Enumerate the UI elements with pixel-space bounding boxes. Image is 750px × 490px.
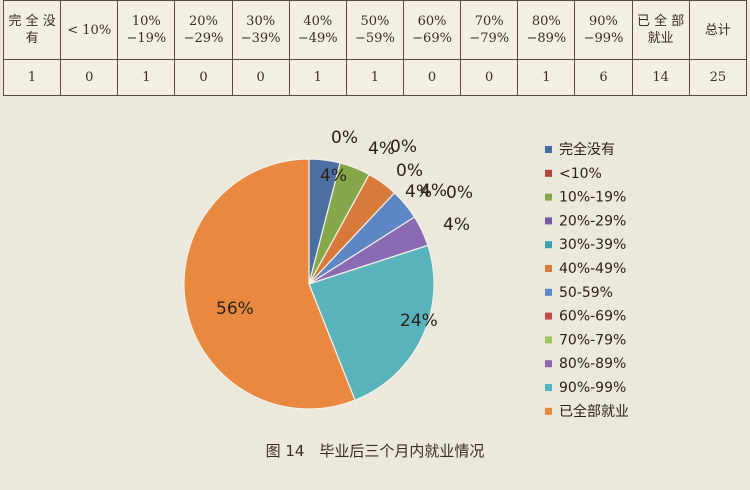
legend-swatch bbox=[545, 312, 552, 320]
legend-label: 90%-99% bbox=[559, 380, 626, 396]
pie-percent-label: 4% bbox=[320, 166, 347, 186]
table-header-cell: 30%−39% bbox=[231, 0, 290, 60]
legend-label: 80%-89% bbox=[559, 356, 626, 372]
table-header-cell: 20%−29% bbox=[174, 0, 233, 60]
legend-swatch bbox=[545, 146, 552, 153]
table-header-cell: 10%−19% bbox=[117, 0, 176, 60]
table-value-cell: 14 bbox=[631, 59, 690, 96]
table-value-cell: 1 bbox=[2, 59, 62, 96]
legend-swatch bbox=[545, 407, 552, 415]
pie-percent-label: 4% bbox=[405, 182, 432, 202]
legend-label: 已全部就业 bbox=[559, 403, 629, 420]
table-value-cell: 0 bbox=[402, 59, 462, 96]
figure-caption: 图 14 毕业后三个月内就业情况 bbox=[265, 442, 485, 460]
pie-percent-label: 0% bbox=[396, 161, 423, 181]
table-header-cell: 90%−99% bbox=[574, 0, 633, 60]
legend-swatch bbox=[545, 288, 552, 296]
legend-swatch bbox=[545, 169, 552, 177]
legend-swatch bbox=[545, 384, 552, 391]
table-value-cell: 0 bbox=[174, 59, 233, 96]
pie-percent-label: 0% bbox=[331, 128, 358, 148]
table-header-cell: 80%−89% bbox=[517, 0, 576, 60]
employment-table: 完 全 没有 < 10% 10%−19% 20%−29% 30%−39% 40%… bbox=[2, 0, 748, 96]
legend-swatch bbox=[545, 336, 552, 344]
pie-percent-label: 4% bbox=[443, 215, 470, 235]
legend-label: <10% bbox=[559, 166, 602, 182]
table-value-cell: 0 bbox=[60, 59, 119, 96]
legend-label: 20%-29% bbox=[559, 213, 626, 229]
table-value-cell: 1 bbox=[345, 59, 404, 96]
table-header-cell: 70%−79% bbox=[460, 0, 519, 60]
table-value-cell: 6 bbox=[574, 59, 633, 96]
legend-swatch bbox=[545, 241, 552, 249]
table-header-cell: 总计 bbox=[688, 0, 748, 60]
table-value-cell: 25 bbox=[688, 59, 748, 96]
pie-chart: 4%0%4%0%0%4%4% 0%4%24%56%完全没有<10%10%-19%2… bbox=[183, 128, 629, 420]
pie-percent-label: 24% bbox=[400, 311, 438, 331]
pie-percent-label: 4% bbox=[420, 181, 447, 201]
table-header-cell: < 10% bbox=[60, 0, 119, 60]
table-header-cell: 已 全 部 就业 bbox=[631, 0, 690, 60]
table-header-cell: 60%−69% bbox=[402, 0, 462, 60]
legend-label: 完全没有 bbox=[559, 141, 615, 158]
table-header-row: 完 全 没有 < 10% 10%−19% 20%−29% 30%−39% 40%… bbox=[2, 0, 748, 60]
legend-label: 30%-39% bbox=[559, 237, 626, 253]
table-value-cell: 1 bbox=[517, 59, 576, 96]
pie-percent-label: 0% bbox=[446, 183, 473, 203]
pie-percent-label: 0% bbox=[390, 137, 417, 157]
table-header-cell: 40%−49% bbox=[288, 0, 347, 60]
table-value-row: 1 0 1 0 0 1 1 0 0 1 6 14 25 bbox=[2, 59, 748, 96]
pie-percent-label: 4% bbox=[368, 139, 395, 159]
legend-swatch bbox=[545, 265, 552, 272]
legend-swatch bbox=[545, 217, 552, 225]
table-header-cell: 50%−59% bbox=[345, 0, 404, 60]
legend-label: 10%-19% bbox=[559, 190, 626, 206]
legend-label: 70%-79% bbox=[559, 332, 626, 348]
legend-label: 40%-49% bbox=[559, 261, 626, 277]
table-value-cell: 1 bbox=[117, 59, 176, 96]
legend-swatch bbox=[545, 360, 552, 368]
table-value-cell: 0 bbox=[460, 59, 519, 96]
pie-percent-label: 56% bbox=[216, 299, 254, 319]
legend-swatch bbox=[545, 193, 552, 201]
legend-label: 60%-69% bbox=[559, 309, 626, 325]
legend-label: 50-59% bbox=[559, 285, 613, 301]
table-value-cell: 0 bbox=[231, 59, 290, 96]
table-value-cell: 1 bbox=[288, 59, 347, 96]
pie-slice bbox=[183, 158, 356, 410]
table-header-cell: 完 全 没有 bbox=[2, 0, 62, 60]
